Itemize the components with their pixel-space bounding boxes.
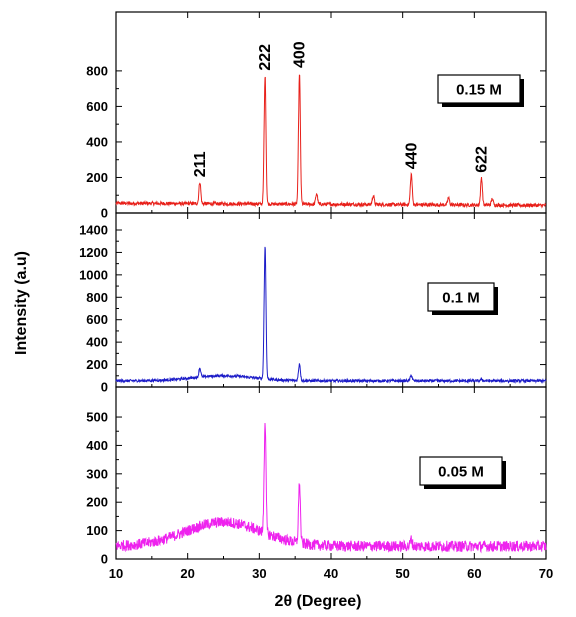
peak-label: 440: [403, 142, 420, 169]
y-tick-label: 600: [86, 312, 108, 327]
panel-frame: [115, 11, 547, 214]
x-tick-label: 60: [467, 566, 481, 581]
x-tick-label: 30: [252, 566, 266, 581]
peak-label: 400: [291, 41, 308, 68]
y-tick-label: 400: [86, 134, 108, 149]
legend-box: [437, 74, 521, 104]
x-tick-label: 20: [180, 566, 194, 581]
legend-box: [419, 456, 503, 486]
x-tick-label: 70: [539, 566, 553, 581]
x-tick-label: 50: [395, 566, 409, 581]
y-tick-label: 800: [86, 290, 108, 305]
xrd-trace: [115, 246, 547, 384]
y-tick-label: 600: [86, 99, 108, 114]
legend-label: 0.05 M: [438, 464, 484, 481]
y-tick-label: 100: [86, 523, 108, 538]
y-axis-title: Intensity (a.u): [13, 251, 30, 355]
y-tick-label: 0: [101, 206, 108, 221]
y-tick-label: 300: [86, 466, 108, 481]
y-tick-label: 200: [86, 357, 108, 372]
y-tick-label: 1000: [79, 267, 108, 282]
xrd-trace: [115, 422, 547, 554]
legend-label: 0.15 M: [456, 82, 502, 99]
peak-label: 622: [474, 146, 491, 173]
y-tick-label: 200: [86, 495, 108, 510]
legend-label: 0.1 M: [442, 290, 480, 307]
peak-label: 211: [192, 151, 209, 177]
y-tick-label: 800: [86, 63, 108, 78]
panel-0-05-M: 0 100 200 300 400 500 10 20 30 40 50 60 70 0.05 M: [86, 386, 553, 581]
panel-0-15-M: 0 200 400 600 800 211 222 400 440 622 0.15 M: [86, 11, 547, 221]
x-tick-label: 40: [324, 566, 338, 581]
y-tick-label: 1400: [79, 223, 108, 238]
y-tick-label: 500: [86, 410, 108, 425]
x-tick-label: 10: [109, 566, 123, 581]
x-axis-title: 2θ (Degree): [275, 593, 362, 610]
peak-label: 222: [257, 44, 274, 71]
y-tick-label: 0: [101, 552, 108, 567]
y-tick-label: 400: [86, 335, 108, 350]
xrd-trace: [115, 74, 546, 209]
y-tick-label: 400: [86, 438, 108, 453]
legend-box: [427, 282, 495, 312]
y-tick-label: 0: [101, 380, 108, 395]
y-tick-label: 200: [86, 170, 108, 185]
y-tick-label: 1200: [79, 245, 108, 260]
panel-0-1-M: 0 200 400 600 800 1000 1200 1400 0.1 M: [79, 212, 547, 395]
